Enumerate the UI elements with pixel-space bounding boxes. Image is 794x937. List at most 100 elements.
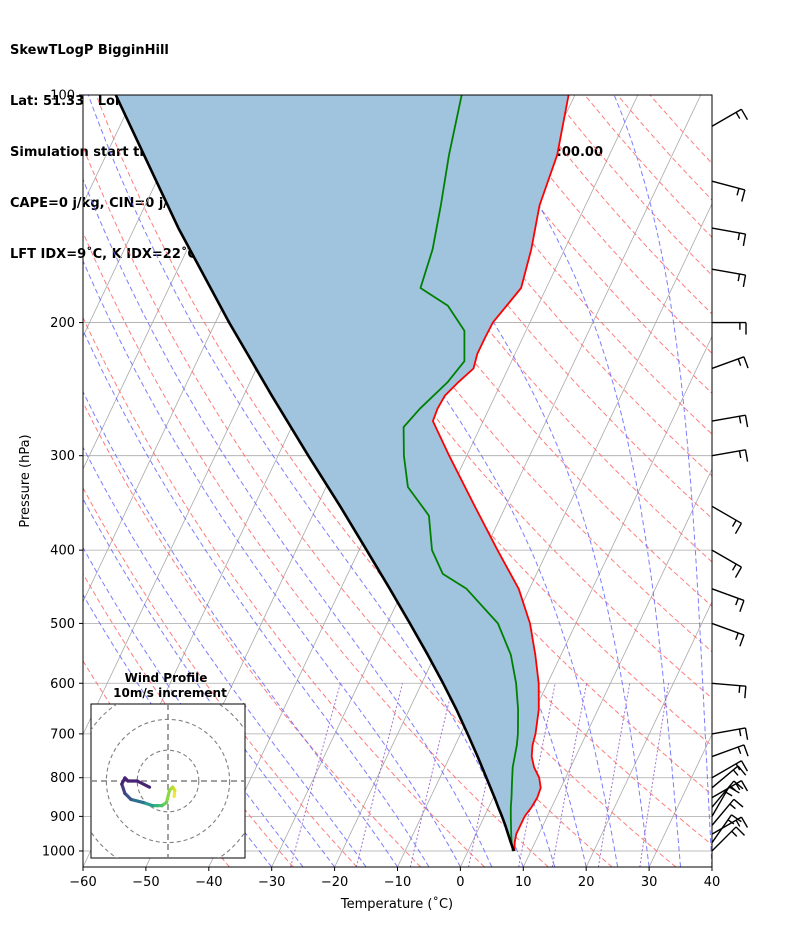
wind-barb-staff: [711, 549, 742, 568]
moist-adiabat-line: [83, 390, 398, 867]
moist-adiabat-line: [471, 95, 681, 867]
wind-barb-staff: [711, 414, 746, 422]
wind-barb-flag-half: [735, 112, 741, 119]
wind-barb-flag-half: [738, 685, 741, 693]
wind-barb-flag: [740, 780, 749, 792]
x-tick-label: −40: [195, 875, 222, 890]
wind-barb: [711, 760, 749, 779]
wind-barb: [711, 727, 749, 740]
wind-barb: [711, 268, 747, 288]
wind-barb: [711, 826, 746, 852]
dry-adiabat-line: [83, 572, 294, 867]
wind-barb-staff: [711, 268, 746, 276]
wind-barb: [711, 180, 746, 202]
isotherm-line: [711, 866, 712, 867]
wind-barb-flag-half: [729, 803, 736, 810]
dry-adiabat-line: [83, 316, 485, 867]
wind-barb-flag-half: [735, 632, 739, 640]
wind-barb-flag-half: [731, 519, 737, 527]
wind-barb-flag-half: [738, 416, 742, 424]
wind-barb-staff: [711, 786, 730, 817]
wind-barb-flag-half: [738, 728, 742, 737]
axes-layer: −60 −50 −40 −30 −20 −10 0 10 20 30 40 100 200 300 400 5…: [42, 89, 720, 891]
wind-barb-staff: [711, 588, 745, 602]
moist-adiabat-line: [348, 95, 650, 867]
moist-adiabat-line: [83, 446, 367, 867]
wind-barb-flag: [739, 634, 745, 647]
wind-barb-flag: [744, 686, 747, 699]
cin-shaded-area: [115, 95, 569, 851]
wind-barb-flag: [744, 415, 749, 428]
wind-barb-flag-half: [735, 763, 741, 771]
dry-adiabat-line: [519, 95, 712, 315]
y-tick-label: 600: [50, 677, 75, 692]
wind-barb-flag-half: [735, 783, 741, 791]
y-tick-label: 100: [50, 89, 75, 104]
dry-adiabat-line: [291, 95, 712, 607]
isotherm-line: [0, 95, 72, 867]
wind-barb-staff: [711, 108, 742, 127]
hodograph-inset: Wind Profile 10m/s increment: [90, 671, 246, 859]
wind-barb: [711, 744, 749, 758]
wind-barb-flag: [733, 798, 744, 808]
wind-barbs: [711, 108, 749, 852]
isotherm-line: [334, 95, 702, 867]
x-tick-label: −20: [321, 875, 348, 890]
dry-adiabat-line: [551, 95, 712, 277]
wind-barb-flag: [733, 780, 744, 790]
y-tick-label: 400: [50, 544, 75, 559]
wind-barb: [711, 816, 749, 835]
chart-title: SkewTLogP BigginHill: [10, 43, 169, 58]
wind-barb-flag: [734, 566, 743, 578]
wind-barb: [711, 765, 747, 789]
parcel-profile-line: [114, 95, 516, 852]
wind-barb-flag: [740, 816, 749, 828]
wind-barb-staff: [711, 622, 745, 636]
wind-barb-flag: [744, 727, 749, 740]
wind-barb-staff: [711, 760, 742, 779]
mixing-ratio-line: [290, 683, 341, 867]
wind-barb-staff: [711, 227, 746, 235]
x-tick-label: 10: [515, 875, 532, 890]
dry-adiabat-line: [193, 95, 712, 747]
x-tick-label: −10: [384, 875, 411, 890]
y-tick-label: 700: [50, 727, 75, 742]
wind-barb-flag: [740, 108, 749, 121]
dry-adiabat-line: [323, 95, 712, 563]
isotherm-line: [83, 95, 198, 338]
moist-adiabat-line: [613, 95, 712, 867]
x-tick-label: −50: [132, 875, 159, 890]
isotherm-line: [522, 468, 712, 867]
isotherm-line: [585, 600, 712, 867]
hodograph-segment: [135, 779, 152, 789]
x-tick-label: 30: [641, 875, 658, 890]
moist-adiabat-line: [83, 329, 430, 867]
mixing-ratio-line: [355, 683, 403, 867]
hodograph-plot: [91, 704, 245, 858]
temperature-profile-line: [431, 95, 570, 852]
wind-barb-flag: [742, 274, 747, 288]
mixing-ratio-line: [597, 683, 631, 867]
dry-adiabat-line: [225, 95, 712, 699]
y-tick-label: 900: [50, 810, 75, 825]
wind-barb-flag: [741, 189, 746, 202]
moist-adiabat-line: [83, 259, 461, 867]
x-tick-label: 20: [578, 875, 595, 890]
wind-barb: [712, 321, 747, 335]
wind-barb-flag-half: [735, 598, 739, 606]
mixing-ratio-line: [639, 683, 670, 867]
wind-barb-staff: [711, 826, 737, 852]
dry-adiabat-line: [83, 145, 613, 867]
wind-barb-flag-half: [737, 273, 741, 282]
wind-barb: [711, 622, 745, 647]
dry-adiabat-line: [83, 401, 422, 867]
hodograph-segment: [129, 797, 145, 805]
wind-barb-flag: [742, 233, 747, 246]
wind-barb: [711, 780, 749, 799]
wind-barb-flag: [737, 765, 747, 776]
hodograph-segment: [164, 788, 172, 805]
wind-barb-staff: [711, 505, 742, 524]
wind-barb-flag-half: [735, 819, 741, 827]
wind-barb: [711, 798, 744, 826]
dry-adiabat-line: [584, 95, 712, 238]
